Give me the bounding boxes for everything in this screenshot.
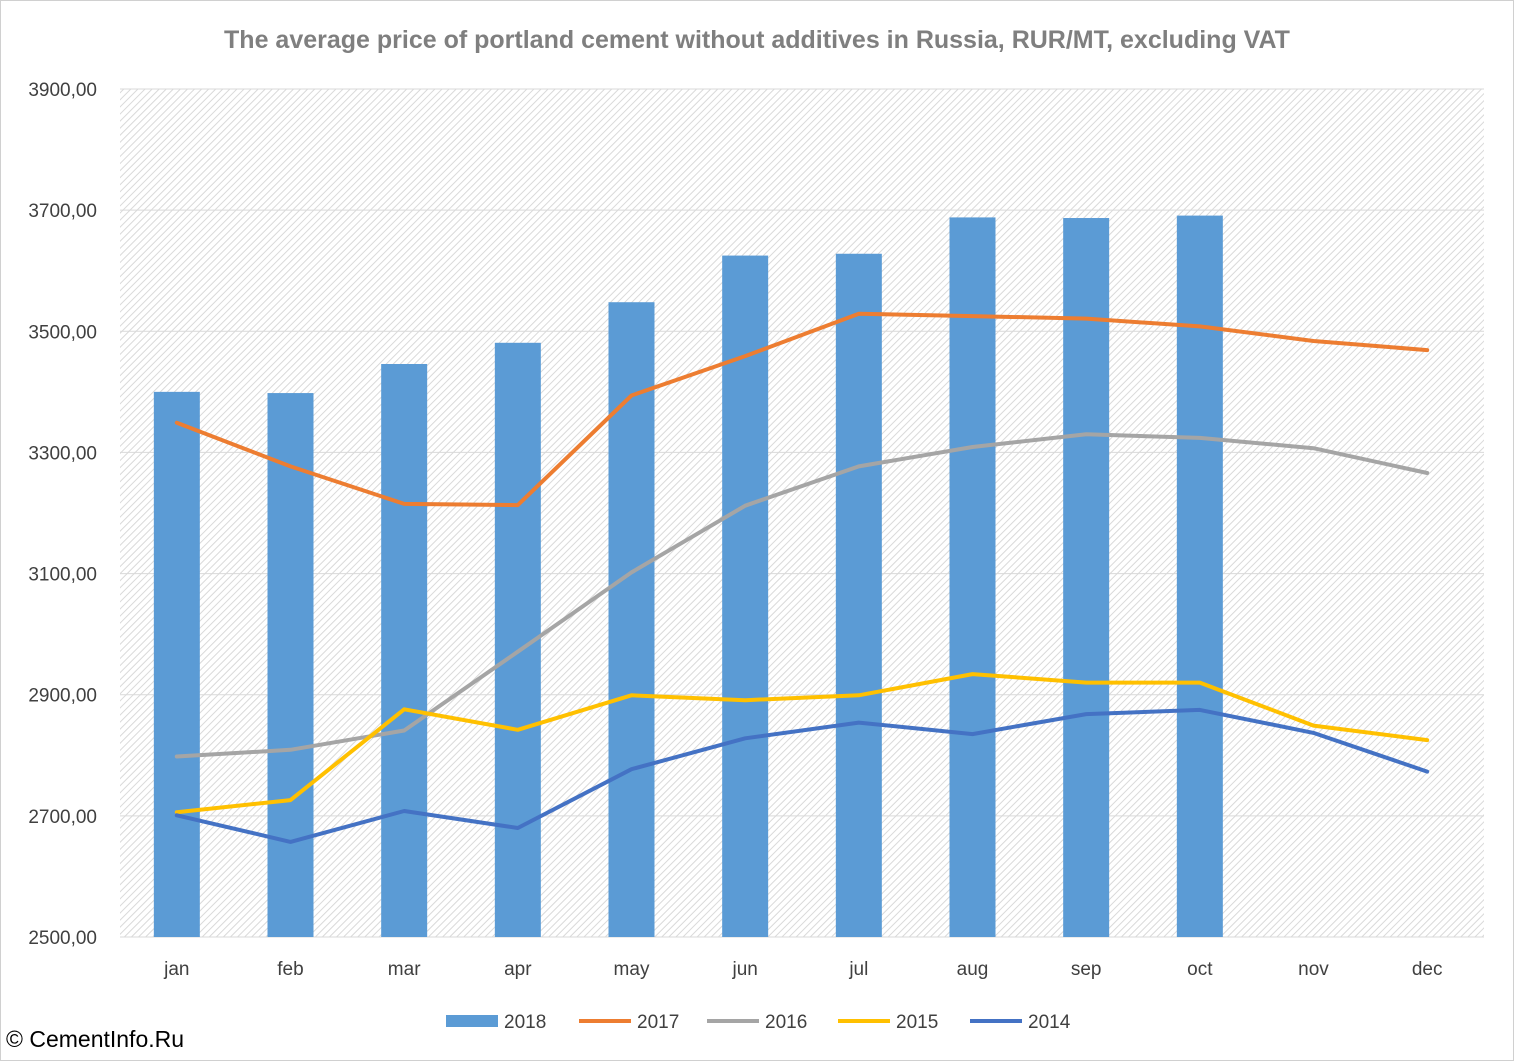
x-tick-label: may [614, 959, 650, 980]
y-tick-label: 3100,00 [28, 565, 97, 586]
legend-label-2014: 2014 [1028, 1012, 1071, 1033]
gridlines [120, 88, 1484, 938]
y-tick-label: 3700,00 [28, 201, 97, 222]
legend-label-2016: 2016 [765, 1012, 807, 1033]
y-tick-label: 2500,00 [28, 928, 97, 949]
y-tick-label: 3900,00 [28, 80, 97, 101]
x-tick-label: apr [504, 959, 532, 980]
bar-2018-feb [267, 393, 314, 937]
legend-label-2018: 2018 [504, 1012, 546, 1033]
line-series-2016 [174, 432, 1430, 759]
bar-2018-jul [835, 253, 882, 938]
legend-label-2017: 2017 [637, 1012, 679, 1033]
y-tick-label: 3300,00 [28, 443, 97, 464]
bar-2018-mar [381, 363, 428, 938]
legend: 2018 2017 2016 2015 2014 [446, 1012, 1071, 1033]
y-tick-label: 2900,00 [28, 686, 97, 707]
x-tick-label: jun [731, 959, 757, 980]
line-series [174, 311, 1430, 844]
x-tick-label: sep [1071, 959, 1102, 980]
x-tick-label: jan [163, 959, 189, 980]
y-axis-ticks: 2500,00 2700,00 2900,00 3100,00 3300,00 3500,… [28, 80, 97, 949]
bar-2018-jun [722, 255, 769, 938]
plot-area [120, 89, 1484, 937]
legend-swatch-2018 [446, 1015, 498, 1027]
bar-2018-aug [949, 217, 996, 937]
legend-label-2015: 2015 [896, 1012, 938, 1033]
line-series-2014 [174, 707, 1430, 844]
x-tick-label: jul [848, 959, 868, 980]
x-tick-label: mar [388, 959, 421, 980]
line-series-2015 [174, 672, 1430, 815]
bar-2018-sep [1063, 218, 1110, 937]
x-tick-label: oct [1187, 959, 1213, 980]
y-tick-label: 2700,00 [28, 807, 97, 828]
x-tick-label: feb [277, 959, 303, 980]
x-tick-label: nov [1298, 959, 1329, 980]
chart-title: The average price of portland cement wit… [224, 26, 1290, 54]
bar-2018-jan [153, 391, 200, 937]
bar-2018-oct [1176, 215, 1223, 937]
line-series-2017 [174, 311, 1430, 508]
bar-series [153, 215, 1223, 938]
y-tick-label: 3500,00 [28, 322, 97, 343]
x-tick-label: dec [1412, 959, 1443, 980]
x-tick-label: aug [957, 959, 989, 980]
x-axis-ticks: jan feb mar apr may jun jul aug sep oct nov dec [163, 959, 1442, 980]
copyright-text: © CementInfo.Ru [6, 1026, 185, 1052]
